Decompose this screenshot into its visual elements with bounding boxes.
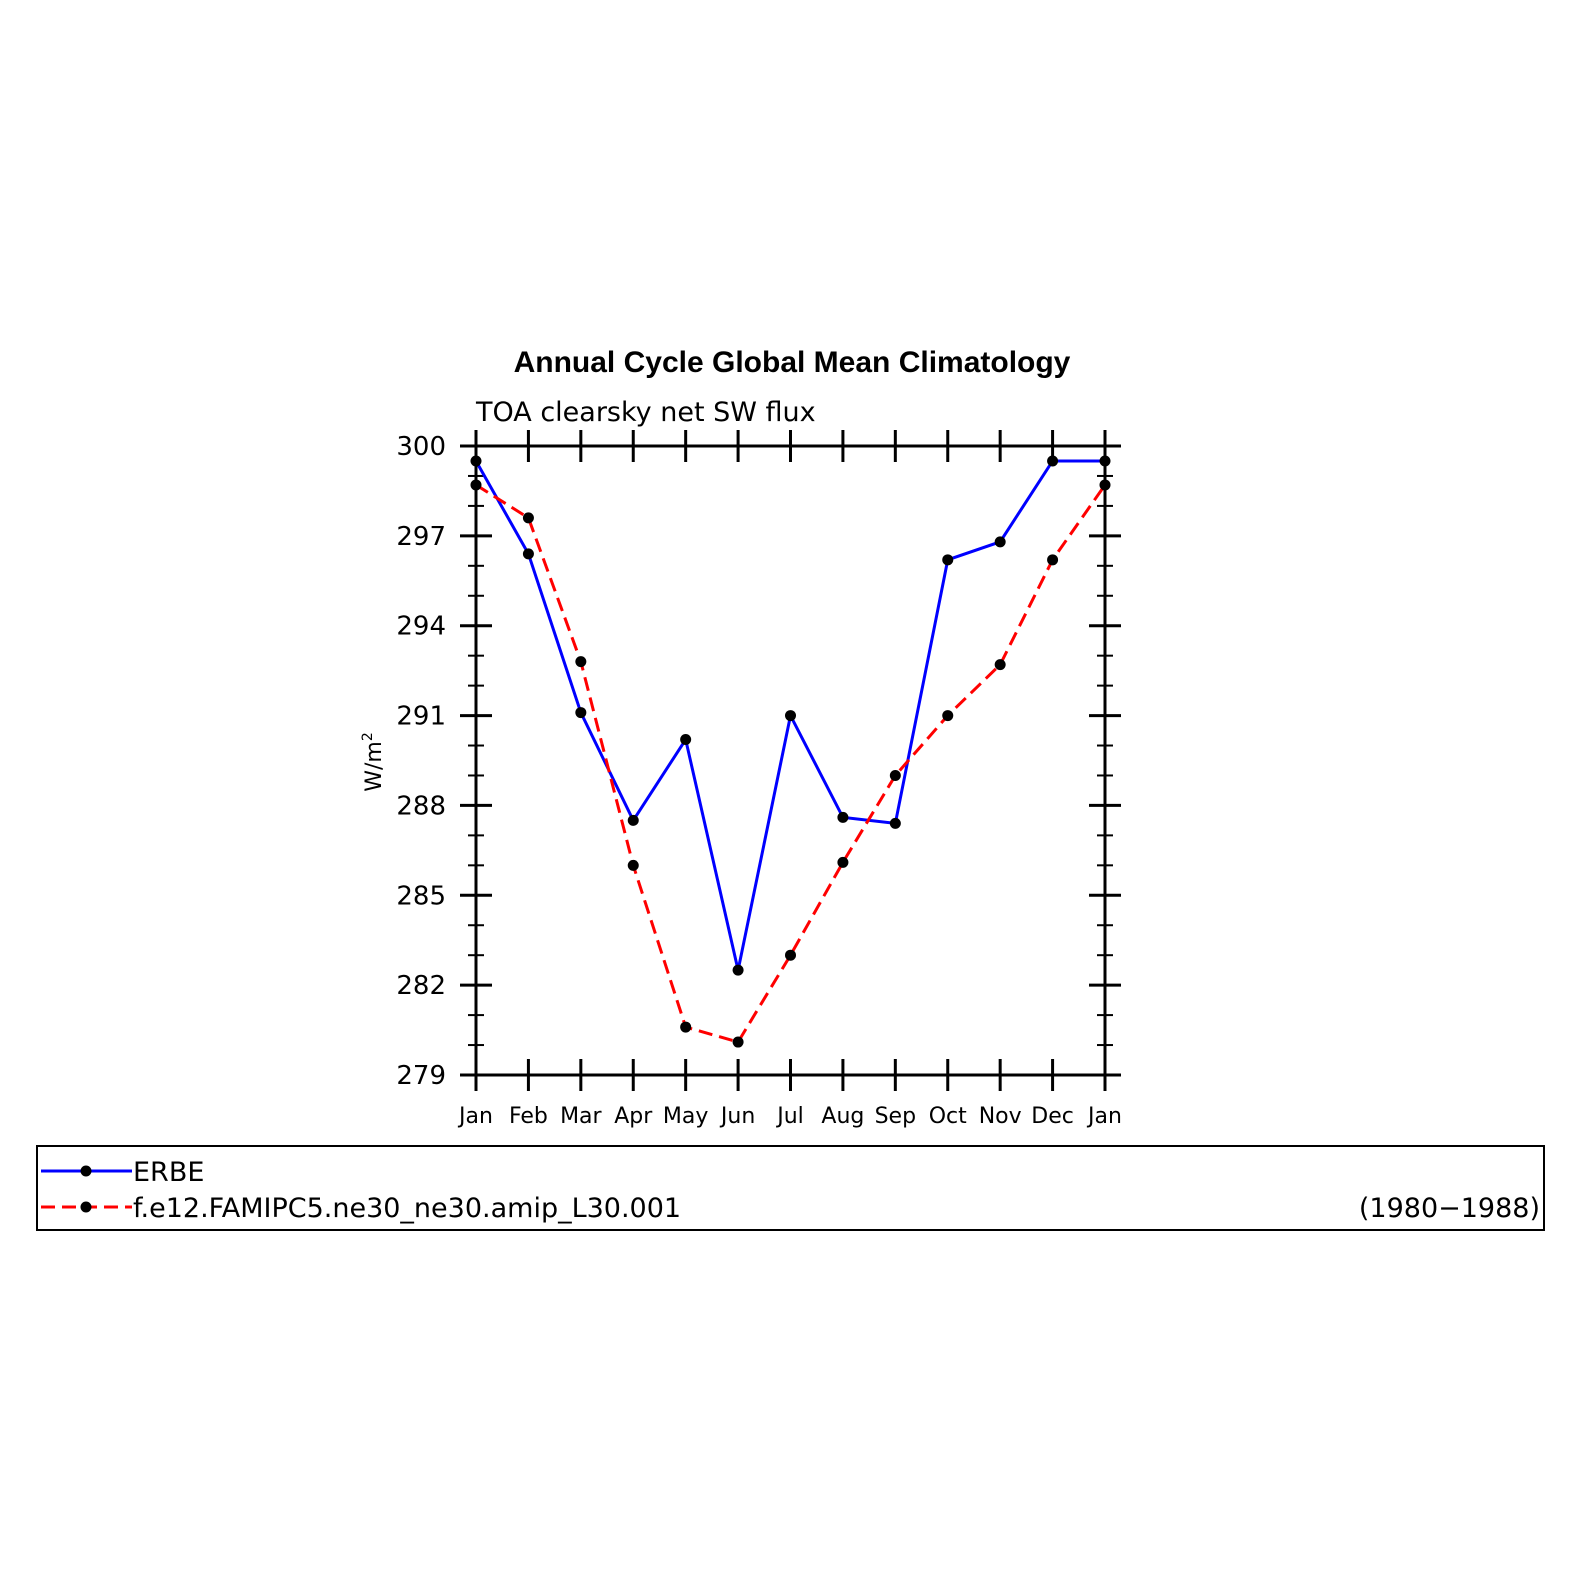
data-point — [732, 1036, 744, 1048]
legend: ERBE f.e12.FAMIPC5.ne30_ne30.amip_L30.001… — [36, 1145, 1545, 1231]
series-markers — [470, 455, 1111, 1048]
y-tick-label: 300 — [396, 432, 446, 462]
y-tick-label: 294 — [396, 612, 446, 642]
data-point — [680, 1021, 692, 1033]
data-point — [575, 656, 587, 668]
data-point — [732, 964, 744, 976]
data-point — [1047, 455, 1059, 467]
data-point — [837, 856, 849, 868]
data-point — [994, 536, 1006, 548]
data-point — [1047, 554, 1059, 566]
x-tick-label: Dec — [1031, 1104, 1074, 1129]
data-point — [837, 811, 849, 823]
data-point — [942, 554, 954, 566]
data-point — [522, 512, 534, 524]
x-tick-label: Oct — [929, 1104, 967, 1129]
y-tick-label: 297 — [396, 522, 446, 552]
x-tick-label: Jun — [719, 1104, 755, 1129]
x-tick-label: Nov — [979, 1104, 1022, 1129]
x-tick-label: Mar — [560, 1104, 602, 1129]
x-tick-label: Feb — [509, 1104, 548, 1129]
data-point — [785, 710, 796, 722]
x-tick-label: Sep — [875, 1104, 916, 1129]
legend-label: f.e12.FAMIPC5.ne30_ne30.amip_L30.001 — [133, 1193, 681, 1224]
data-point — [889, 769, 901, 781]
legend-label: ERBE — [133, 1157, 204, 1188]
x-tick-label: Jan — [1086, 1104, 1122, 1129]
chart-subtitle: TOA clearsky net SW flux — [475, 397, 816, 428]
data-point — [889, 817, 901, 829]
legend-box — [36, 1145, 1545, 1231]
data-point — [785, 949, 796, 961]
data-point — [627, 859, 639, 871]
x-tick-label: Apr — [614, 1104, 653, 1129]
x-tick-label: May — [663, 1104, 708, 1129]
y-tick-label: 282 — [396, 971, 446, 1001]
y-tick-label: 285 — [396, 881, 446, 911]
x-tick-label: Aug — [821, 1104, 864, 1129]
data-point — [522, 548, 534, 560]
data-point — [627, 814, 639, 826]
data-point — [994, 659, 1006, 671]
y-axis-label: W/m2 — [360, 732, 387, 792]
y-tick-label: 291 — [396, 702, 446, 732]
data-point — [942, 710, 954, 722]
legend-marker — [80, 1201, 92, 1213]
data-point — [575, 707, 587, 719]
plot-frame — [474, 444, 1107, 1077]
data-point — [680, 734, 692, 746]
chart-title: Annual Cycle Global Mean Climatology — [514, 346, 1071, 379]
legend-period: (1980−1988) — [1359, 1193, 1540, 1224]
x-tick-label: Jan — [457, 1104, 493, 1129]
y-tick-label: 279 — [396, 1061, 446, 1091]
x-tick-label: Jul — [775, 1104, 804, 1129]
x-tick-labels: Jan Feb Mar Apr May Jun Jul Aug Sep Oct Nov Dec Jan — [457, 1104, 1122, 1129]
y-tick-label: 288 — [396, 791, 446, 821]
legend-marker — [80, 1165, 92, 1177]
y-tick-labels: 300 297 294 291 288 285 282 279 — [396, 432, 446, 1091]
major-ticks — [460, 430, 1121, 1091]
